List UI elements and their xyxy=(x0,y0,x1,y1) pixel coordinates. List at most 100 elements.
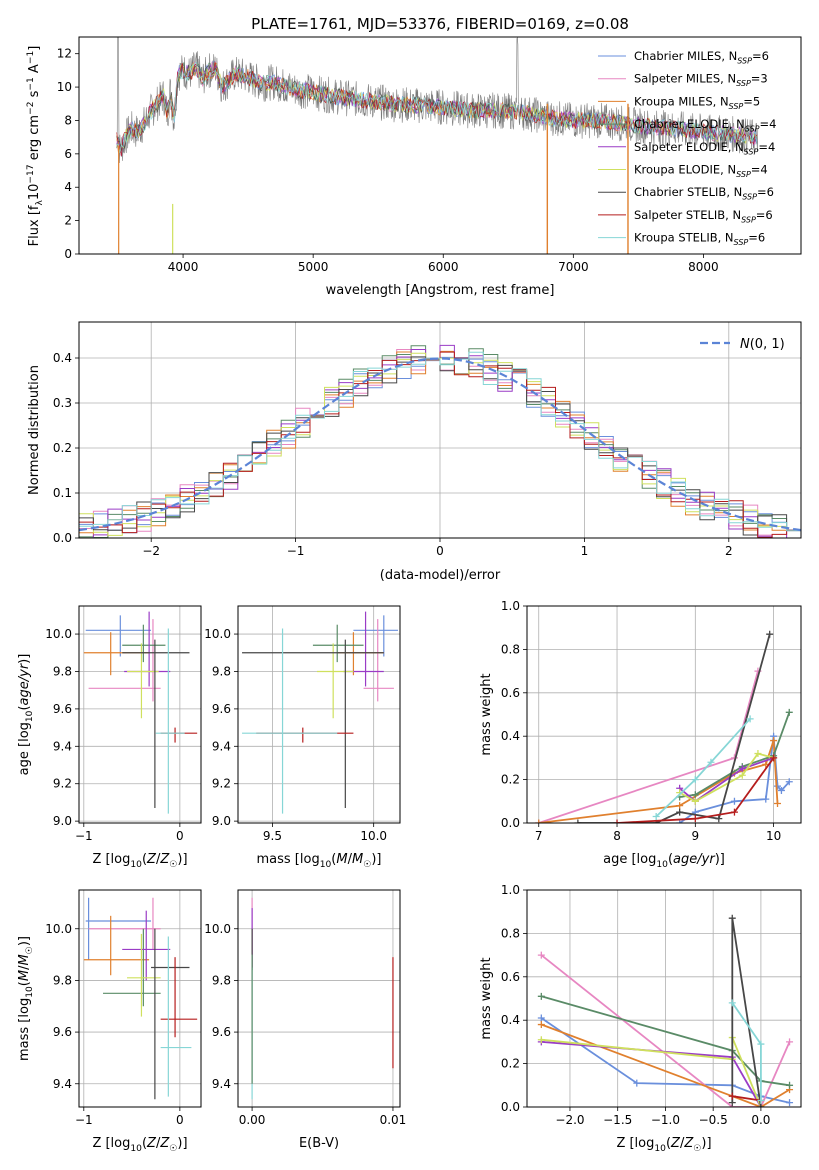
y-tick-label: 9.2 xyxy=(212,777,231,791)
axes-frame: −2.0 −1.5 −1.0 −0.5 0.0 0.0 0.2 0.4 0.6 0.8 1.0 Z [… xyxy=(479,883,802,1154)
y-tick-label: 9.6 xyxy=(53,1025,72,1039)
axes-frame: −1 0 9.0 9.2 9.4 9.6 9.8 10.0 Z [log10(Z/Z☉)] age… xyxy=(17,605,202,870)
y-tick-label: 9.4 xyxy=(53,1077,72,1091)
y-tick-label: 9.0 xyxy=(212,814,231,828)
mass-vs-metallicity: −1 0 9.4 9.6 9.8 10.0 Z [log10(Z/Z☉)] mass [log… xyxy=(17,889,202,1154)
mass-weight-vs-metallicity: −2.0 −1.5 −1.0 −0.5 0.0 0.0 0.2 0.4 0.6 0.8 1.0 Z [… xyxy=(479,883,802,1154)
legend-entry: Kroupa STELIB, NSSP=6 xyxy=(634,231,765,247)
x-tick-label: 10.0 xyxy=(360,829,387,843)
weight-marker-kroupa_stelib xyxy=(691,776,699,784)
age-vs-mass: 9.5 10.0 9.0 9.2 9.4 9.6 9.8 10.0 mass [log10(M/… xyxy=(204,605,401,870)
weight-line-kroupa_stelib xyxy=(655,718,751,818)
y-tick-label: 9.4 xyxy=(212,1077,231,1091)
plot-area xyxy=(251,897,394,1100)
x-axis-label: Z [log10(Z/Z☉)] xyxy=(92,1136,187,1154)
x-tick-label: 0 xyxy=(436,544,444,558)
weight-marker-chabrier_stelib xyxy=(715,815,723,823)
weight-marker-chabrier_elodie xyxy=(537,992,545,1000)
weight-marker-chabrier_stelib xyxy=(676,808,684,816)
legend-entry: Chabrier MILES, NSSP=6 xyxy=(634,49,769,65)
y-tick-label: 0.1 xyxy=(53,486,72,500)
model-spectrum-chabrier_stelib xyxy=(116,63,758,151)
legend: N(0, 1) xyxy=(700,337,785,352)
y-tick-label: 9.8 xyxy=(212,973,231,987)
weight-marker-chabrier_stelib xyxy=(728,914,736,922)
plot-area xyxy=(79,344,801,538)
weight-marker-kroupa_elodie xyxy=(738,771,746,779)
x-tick-label: 8000 xyxy=(688,260,719,274)
weight-marker-kroupa_miles xyxy=(770,737,778,745)
x-tick-label: 8 xyxy=(613,829,621,843)
weight-line-salpeter_stelib xyxy=(732,1095,762,1102)
plot-area xyxy=(242,611,398,814)
weight-marker-chabrier_miles xyxy=(777,786,785,794)
axes-border xyxy=(78,889,202,1108)
weight-marker-chabrier_miles xyxy=(786,1099,794,1107)
weight-marker-kroupa_elodie xyxy=(691,797,699,805)
y-tick-label: 9.8 xyxy=(212,664,231,678)
weight-line-chabrier_miles xyxy=(679,736,790,823)
x-tick-label: 0 xyxy=(176,1113,184,1127)
model-spectrum-chabrier_elodie xyxy=(116,62,758,151)
x-tick-label: −1 xyxy=(75,1113,93,1127)
plot-area xyxy=(116,37,759,254)
y-axis-label: mass weight xyxy=(479,957,494,1039)
weight-marker-kroupa_stelib xyxy=(757,1096,765,1104)
y-tick-label: 0.8 xyxy=(501,642,520,656)
y-tick-label: 0.2 xyxy=(53,441,72,455)
x-tick-label: 1 xyxy=(581,544,589,558)
weight-marker-kroupa_miles xyxy=(676,802,684,810)
weight-line-kroupa_miles xyxy=(538,740,779,823)
legend-entry: Kroupa ELODIE, NSSP=4 xyxy=(634,163,768,179)
x-tick-label: 9 xyxy=(691,829,699,843)
x-tick-label: 4000 xyxy=(168,260,199,274)
plot-area xyxy=(83,897,198,1100)
x-tick-label: 0.00 xyxy=(239,1113,266,1127)
plot-area xyxy=(83,611,198,814)
y-axis-label: age [log10(age/yr)] xyxy=(17,654,35,776)
weight-marker-salpeter_elodie xyxy=(738,765,746,773)
model-spectrum-kroupa_stelib xyxy=(116,61,758,154)
y-tick-label: 10.0 xyxy=(45,627,72,641)
y-tick-label: 0.0 xyxy=(501,1100,520,1114)
y-tick-label: 2 xyxy=(64,214,72,228)
weight-marker-kroupa_stelib xyxy=(746,715,754,723)
axes-border xyxy=(237,889,401,1108)
axes-frame: 0.00 0.01 9.4 9.6 9.8 10.0 E(B-V) xyxy=(204,889,406,1151)
x-tick-label: −1 xyxy=(75,829,93,843)
weight-marker-chabrier_elodie xyxy=(786,1081,794,1089)
x-tick-label: 6000 xyxy=(428,260,459,274)
x-axis-label: Z [log10(Z/Z☉)] xyxy=(616,1136,711,1154)
x-axis-label: E(B-V) xyxy=(299,1136,339,1151)
weight-line-chabrier_stelib xyxy=(731,918,762,1107)
weight-marker-chabrier_miles xyxy=(762,795,770,803)
axes-border xyxy=(78,36,802,255)
y-tick-label: 9.4 xyxy=(53,739,72,753)
x-tick-label: 0.0 xyxy=(751,1113,770,1127)
legend: Chabrier MILES, NSSP=6 Salpeter MILES, NS… xyxy=(598,49,776,247)
spectrum-chart: 4000 5000 6000 7000 8000 0 2 4 6 8 10 12 wavelength … xyxy=(26,36,802,298)
axes-frame: −2 −1 0 1 2 0.0 0.1 0.2 0.3 0.4 (data-model)/error… xyxy=(27,321,802,583)
y-tick-label: 0.8 xyxy=(501,926,520,940)
y-tick-label: 0.3 xyxy=(53,396,72,410)
y-tick-label: 0.2 xyxy=(501,1057,520,1071)
y-axis-label: mass weight xyxy=(479,673,494,755)
residual-histogram: −2 −1 0 1 2 0.0 0.1 0.2 0.3 0.4 (data-model)/error… xyxy=(27,321,802,583)
weight-marker-chabrier_miles xyxy=(730,797,738,805)
axes-border xyxy=(237,605,401,824)
x-tick-label: 9.5 xyxy=(263,829,282,843)
y-tick-label: 6 xyxy=(64,147,72,161)
y-tick-label: 9.6 xyxy=(212,1025,231,1039)
weight-line-salpeter_elodie xyxy=(679,757,774,803)
x-axis-label: (data-model)/error xyxy=(380,568,501,583)
page-title: PLATE=1761, MJD=53376, FIBERID=0169, z=0… xyxy=(251,15,629,33)
x-axis-label: age [log10(age/yr)] xyxy=(603,852,725,870)
weight-line-salpeter_miles xyxy=(540,954,791,1107)
weight-marker-chabrier_miles xyxy=(676,819,684,823)
y-axis-label: Normed distribution xyxy=(27,365,42,495)
weight-line-salpeter_stelib xyxy=(616,757,775,823)
x-tick-label: −2 xyxy=(142,544,160,558)
mass-weight-vs-age: 7 8 9 10 0.0 0.2 0.4 0.6 0.8 1.0 age [log10(age/yr… xyxy=(479,599,802,870)
weight-marker-chabrier_stelib xyxy=(728,1099,736,1107)
